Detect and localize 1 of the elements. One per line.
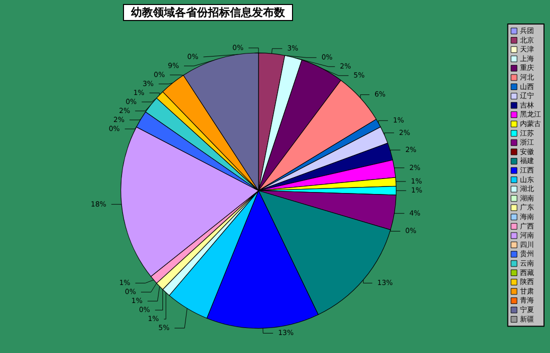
chart-title: 幼教领域各省份招标信息发布数 xyxy=(130,6,286,19)
